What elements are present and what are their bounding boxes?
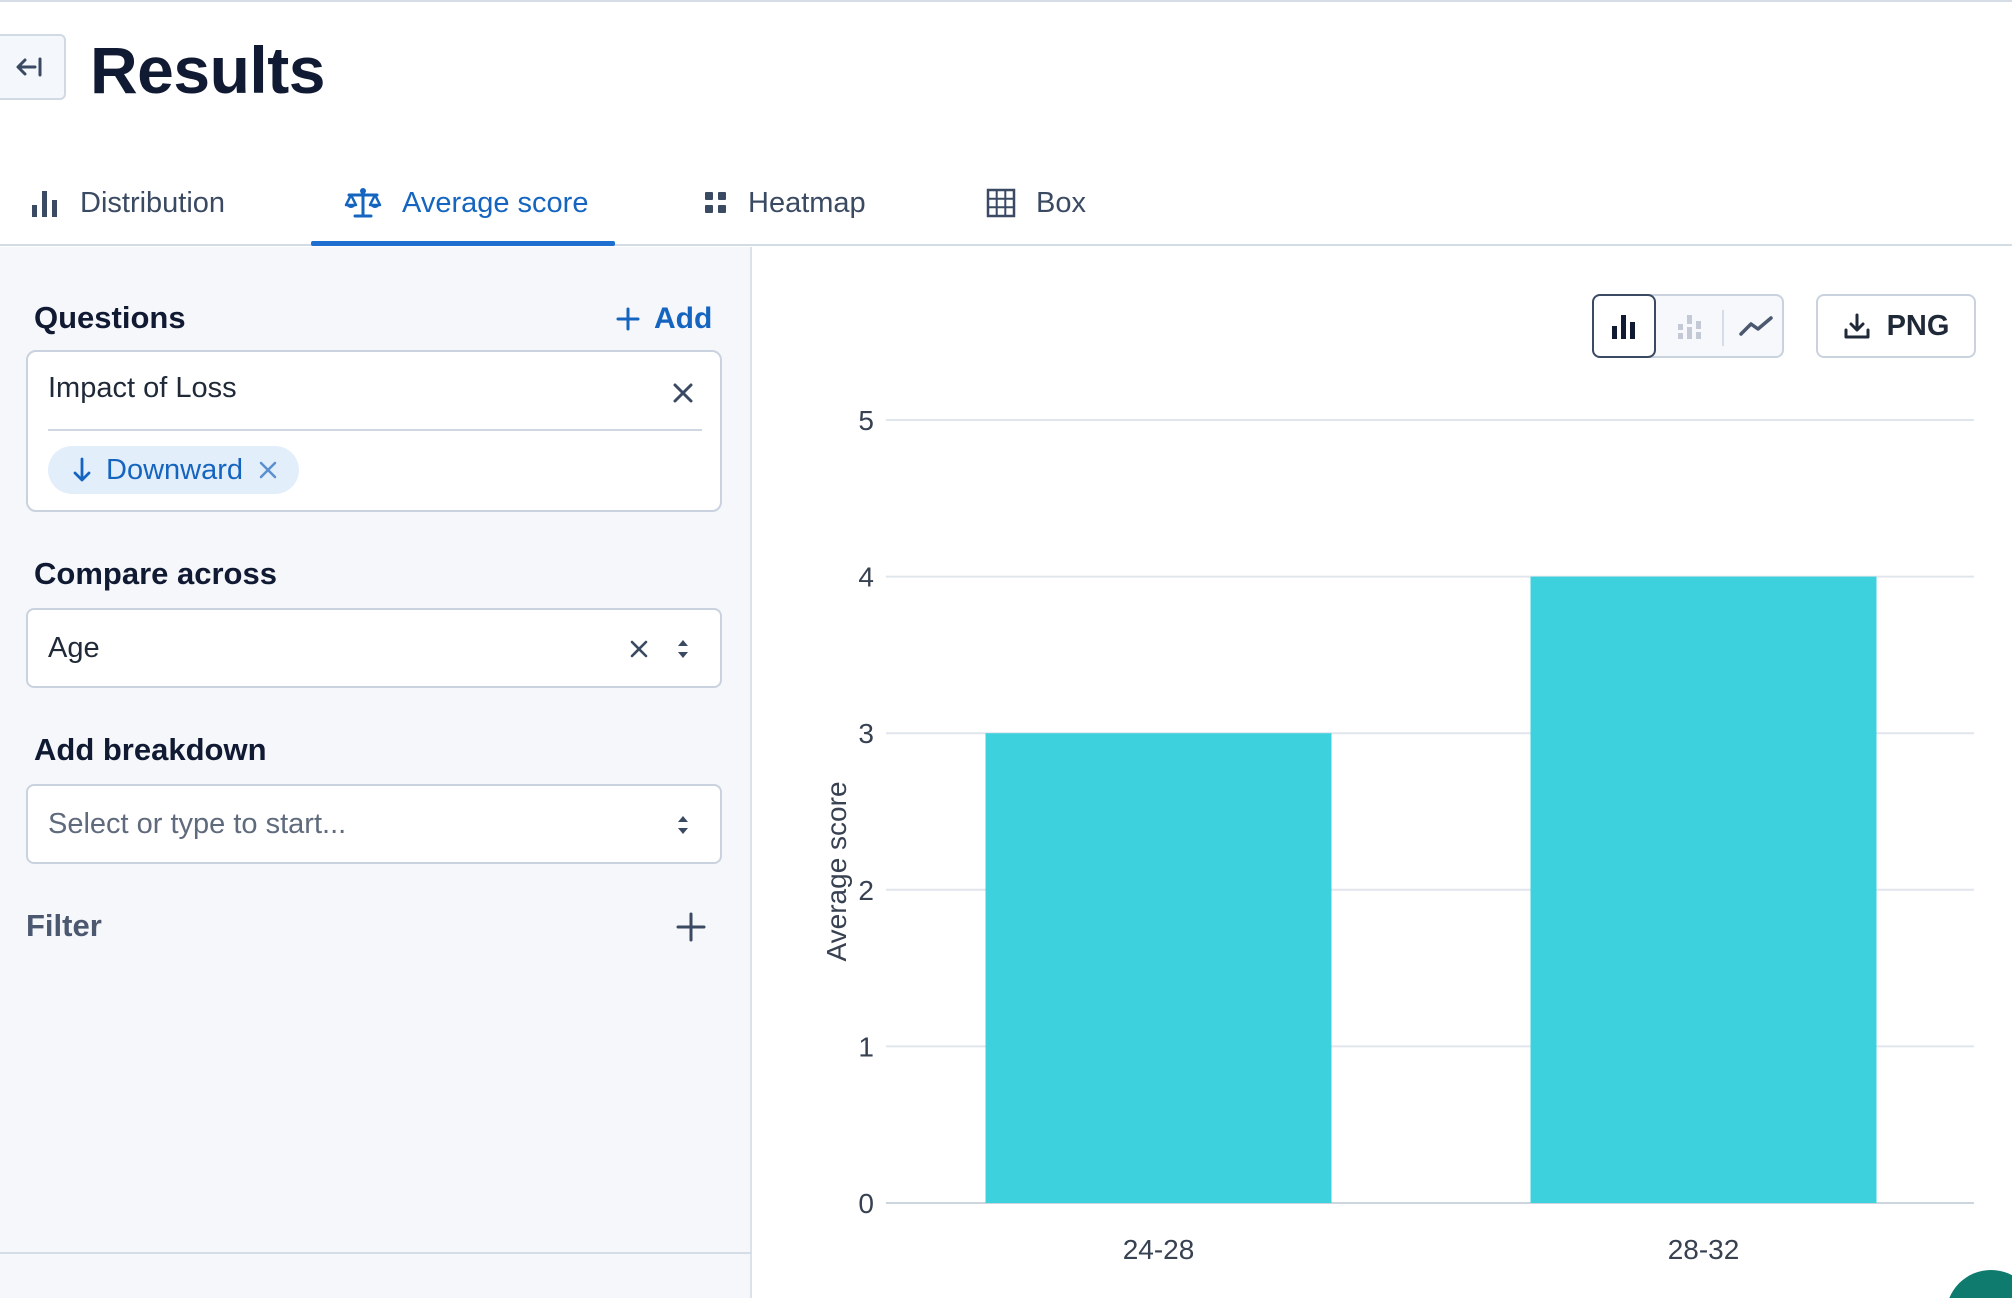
tab-label: Distribution <box>80 186 226 219</box>
bar <box>985 733 1332 1203</box>
plus-icon <box>616 307 640 331</box>
download-icon <box>1844 313 1870 339</box>
tab-label: Average score <box>402 186 589 219</box>
trend-line-icon <box>1739 316 1773 336</box>
balance-scale-icon <box>344 187 382 219</box>
filter-label: Filter <box>26 908 102 943</box>
page-title: Results <box>90 33 325 107</box>
y-tick-label: 3 <box>858 718 874 749</box>
results-tabs: Distribution Average score <box>0 160 2012 246</box>
chip-label: Downward <box>106 453 243 486</box>
sort-arrows-icon <box>678 816 688 834</box>
table-grid-icon <box>986 188 1016 218</box>
x-tick-label: 28-32 <box>1668 1234 1740 1265</box>
y-axis-label: Average score <box>821 781 852 961</box>
export-label: PNG <box>1886 309 1950 342</box>
export-png-button[interactable]: PNG <box>1816 294 1976 358</box>
arrow-down-icon <box>73 457 91 482</box>
select-value: Age <box>48 632 100 664</box>
tab-average-score[interactable]: Average score <box>344 160 588 246</box>
top-border <box>0 0 2012 2</box>
chip-remove-icon[interactable] <box>257 459 279 481</box>
add-question-button[interactable]: Add <box>616 302 712 336</box>
questions-label: Questions <box>34 300 186 335</box>
direction-chip[interactable]: Downward <box>48 446 299 494</box>
tab-box[interactable]: Box <box>986 160 1086 246</box>
y-tick-label: 5 <box>858 405 874 436</box>
sort-arrows-icon <box>678 640 688 658</box>
close-icon[interactable] <box>668 378 698 408</box>
average-score-chart: 0 1 2 3 4 5 24-28 28-32 Average score <box>821 405 1974 1265</box>
y-tick-label: 0 <box>858 1188 874 1219</box>
question-card: Impact of Loss Downward <box>26 350 722 512</box>
arrow-left-to-line-icon <box>16 57 42 77</box>
bar <box>1530 576 1877 1203</box>
tab-distribution[interactable]: Distribution <box>30 160 225 246</box>
tab-label: Heatmap <box>748 186 866 219</box>
y-tick-label: 4 <box>858 562 874 593</box>
x-tick-label: 24-28 <box>1123 1234 1195 1265</box>
active-tab-indicator <box>311 241 615 246</box>
add-label: Add <box>654 302 713 335</box>
stacked-bar-chart-button[interactable] <box>1658 294 1722 358</box>
tab-label: Box <box>1036 186 1086 219</box>
toggle-separator <box>1722 310 1724 346</box>
tab-heatmap[interactable]: Heatmap <box>704 160 866 246</box>
select-placeholder: Select or type to start... <box>48 808 347 840</box>
grid-four-icon <box>704 191 728 215</box>
stacked-bar-chart-icon <box>1678 315 1701 339</box>
chart-type-toggle <box>1592 294 1784 358</box>
compare-across-label: Compare across <box>34 556 277 591</box>
compare-across-select[interactable]: Age <box>26 608 722 688</box>
line-chart-button[interactable] <box>1724 294 1788 358</box>
add-breakdown-label: Add breakdown <box>34 732 267 767</box>
bar-chart-button[interactable] <box>1592 294 1656 358</box>
bar-chart-icon <box>1612 315 1635 339</box>
y-tick-label: 2 <box>858 875 874 906</box>
back-button[interactable] <box>0 34 66 100</box>
question-name: Impact of Loss <box>48 372 237 404</box>
y-tick-label: 1 <box>858 1031 874 1062</box>
sidebar-divider <box>0 1252 752 1254</box>
divider <box>48 429 702 431</box>
bar-chart-icon <box>30 188 60 218</box>
clear-icon[interactable] <box>624 634 654 664</box>
add-filter-icon[interactable] <box>674 910 708 944</box>
breakdown-select[interactable]: Select or type to start... <box>26 784 722 864</box>
